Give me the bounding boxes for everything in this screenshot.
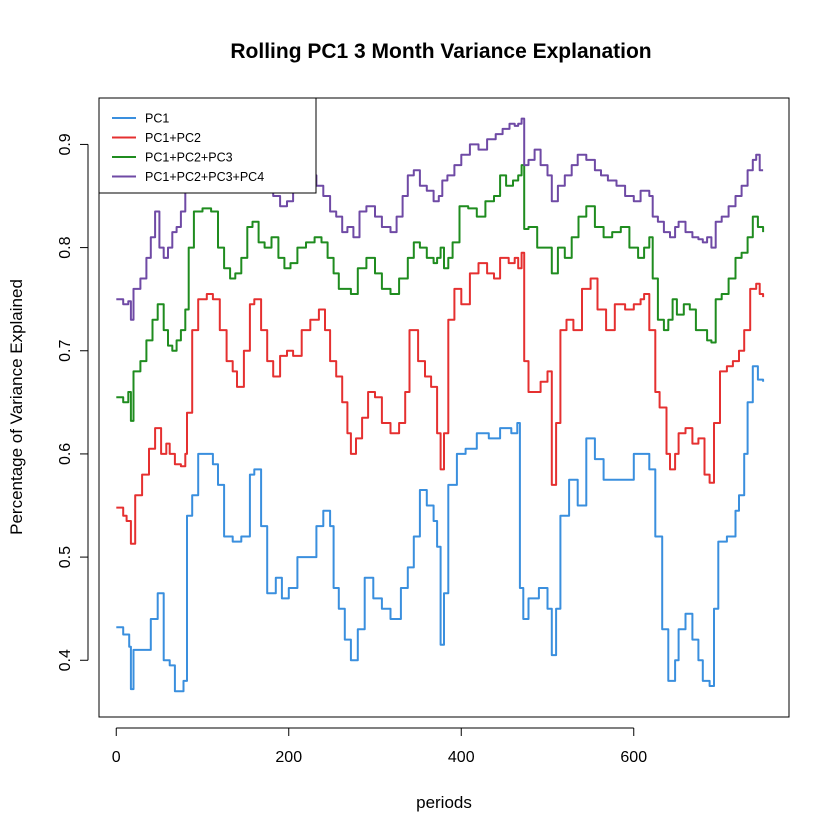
- y-tick-label: 0.8: [57, 236, 74, 258]
- plot-frame: [98, 97, 790, 718]
- chart-title: Rolling PC1 3 Month Variance Explanation: [230, 40, 651, 63]
- legend: PC1 PC1+PC2 PC1+PC2+PC3 PC1+PC2+PC3+PC4: [98, 97, 317, 194]
- legend-label: PC1: [145, 112, 169, 126]
- legend-label: PC1+PC2+PC3: [145, 151, 233, 165]
- y-tick-label: 0.9: [57, 133, 74, 155]
- x-axis-label: periods: [416, 793, 472, 812]
- legend-label: PC1+PC2+PC3+PC4: [145, 170, 264, 184]
- x-axis: 0 200 400 600: [112, 727, 647, 766]
- series-line-1: [116, 365, 765, 693]
- x-tick-label: 0: [112, 749, 121, 766]
- x-tick-label: 600: [620, 749, 647, 766]
- y-axis: 0.4 0.5 0.6 0.7 0.8 0.9: [57, 133, 89, 671]
- y-tick-label: 0.5: [57, 546, 74, 568]
- x-tick-label: 400: [448, 749, 475, 766]
- x-tick-label: 200: [275, 749, 302, 766]
- y-tick-label: 0.4: [57, 649, 74, 671]
- legend-label: PC1+PC2: [145, 131, 201, 145]
- y-tick-label: 0.7: [57, 340, 74, 362]
- y-axis-label: Percentage of Variance Explained: [7, 279, 26, 535]
- series-line-2: [116, 251, 765, 545]
- series-line-3: [116, 164, 765, 422]
- plot-lines: [116, 117, 765, 693]
- y-tick-label: 0.6: [57, 443, 74, 465]
